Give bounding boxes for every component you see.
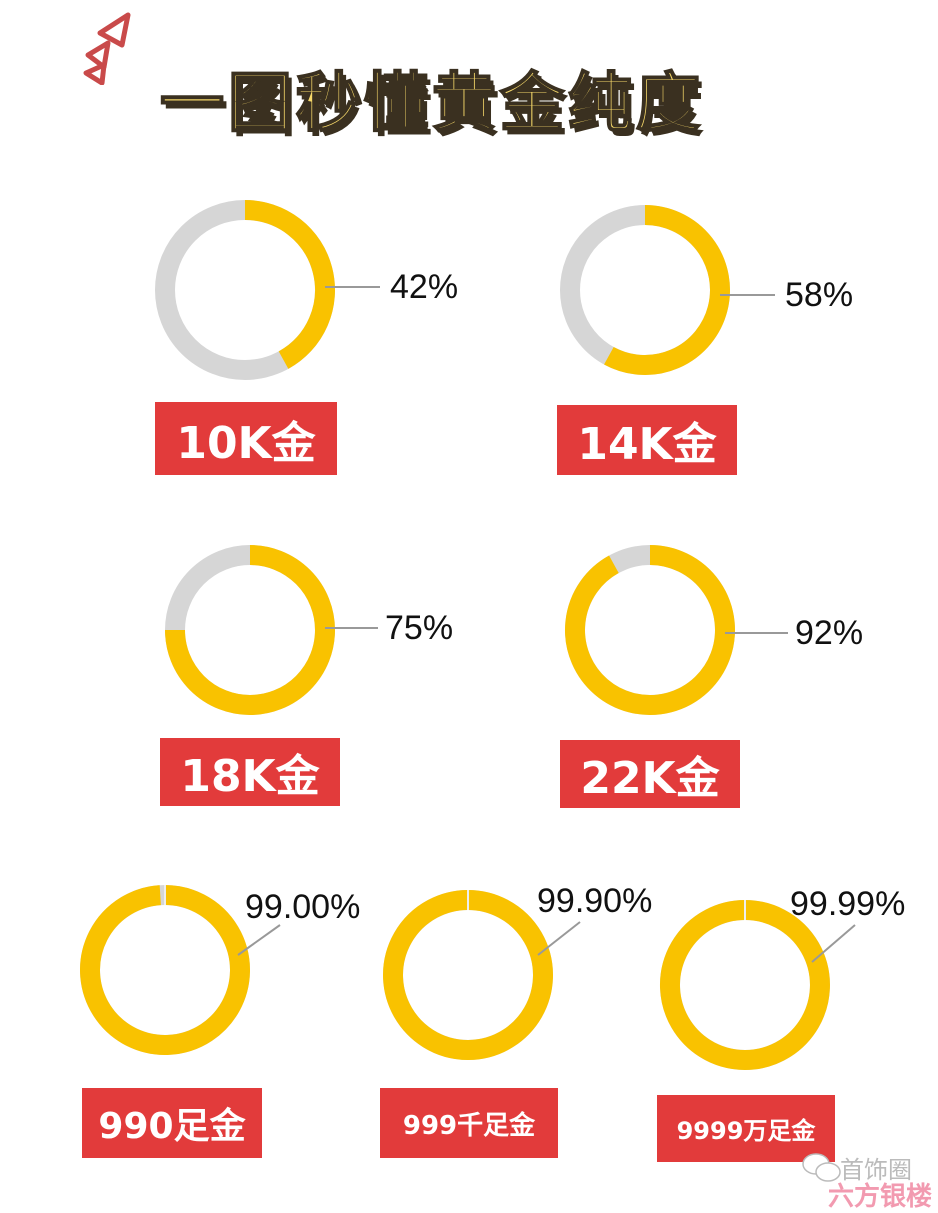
watermark-line1: 首饰圈 [840,1156,912,1184]
watermark-line2: 六方银楼 [828,1182,933,1212]
donut-gold-6 [660,900,830,1070]
donut-gold-1 [604,205,730,375]
donut-gold-0 [244,200,335,369]
percent-label: 99.90% [537,882,653,920]
purity-label: 10K金 [155,402,337,475]
wechat-icon [802,1153,841,1182]
percent-label: 42% [390,268,459,306]
donut-gold-4 [80,885,250,1055]
percent-label: 99.00% [245,888,361,926]
donut-gold-3 [565,545,735,715]
decorative-strokes-icon [83,12,131,85]
page-title: 一图秒懂黄金纯度 [159,66,704,142]
donut-gold-2 [165,545,335,715]
percent-label: 92% [795,614,864,652]
donut-gold-5 [382,890,553,1060]
purity-label: 990足金 [82,1088,262,1158]
percent-label: 58% [785,276,854,314]
purity-label: 9999万足金 [657,1095,835,1162]
leader-line-5 [537,921,581,956]
purity-label: 22K金 [560,740,740,808]
purity-label: 14K金 [557,405,737,475]
percent-label: 75% [385,609,454,647]
leader-line-6 [811,924,856,963]
purity-label: 999千足金 [380,1088,558,1158]
leader-line-4 [237,924,281,956]
purity-label: 18K金 [160,738,340,806]
percent-label: 99.99% [790,885,906,923]
